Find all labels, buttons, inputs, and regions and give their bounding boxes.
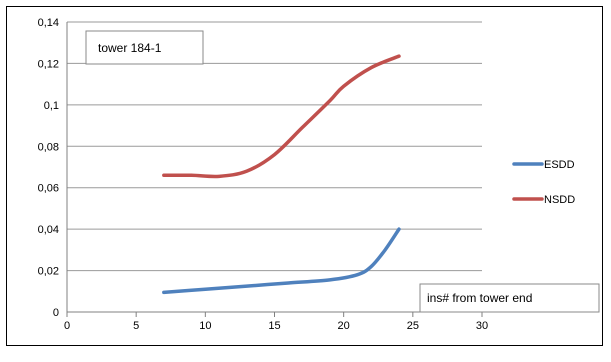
y-tick-label: 0,14: [38, 17, 59, 29]
legend: ESDD NSDD: [512, 159, 575, 206]
y-tick-label: 0,04: [38, 224, 59, 236]
x-tick-label: 5: [133, 320, 139, 332]
legend-label-esdd: ESDD: [544, 159, 575, 171]
x-tick-label: 25: [407, 320, 419, 332]
x-tick-label: 20: [338, 320, 350, 332]
x-tick-label: 0: [64, 320, 70, 332]
series-line-esdd: [162, 227, 401, 295]
y-tick-label: 0,08: [38, 141, 59, 153]
chart-frame: 0 0,02 0,04 0,06 0,08 0,1 0,12 0,14 0 5 10 15 20 25 30…: [6, 6, 603, 346]
xaxis-annotation: ins# from tower end: [427, 291, 532, 305]
title-annotation: tower 184-1: [98, 41, 162, 55]
axis-layer: 0 0,02 0,04 0,06 0,08 0,1 0,12 0,14 0 5 10 15 20 25 30: [38, 17, 489, 332]
y-tick-label: 0,06: [38, 183, 59, 195]
x-tick-label: 15: [268, 320, 280, 332]
y-tick-label: 0,1: [44, 100, 59, 112]
y-tick-label: 0: [53, 307, 59, 319]
y-tick-label: 0,02: [38, 266, 59, 278]
series-line-nsdd: [162, 54, 401, 179]
xaxis-annotation-box: ins# from tower end: [419, 283, 600, 313]
legend-label-nsdd: NSDD: [544, 194, 575, 206]
x-tick-label: 30: [476, 320, 488, 332]
line-chart: 0 0,02 0,04 0,06 0,08 0,1 0,12 0,14 0 5 10 15 20 25 30…: [38, 17, 600, 332]
y-tick-label: 0,12: [38, 58, 59, 70]
x-tick-label: 10: [199, 320, 211, 332]
series-layer: [162, 54, 401, 295]
title-annotation-box: tower 184-1: [85, 30, 204, 65]
